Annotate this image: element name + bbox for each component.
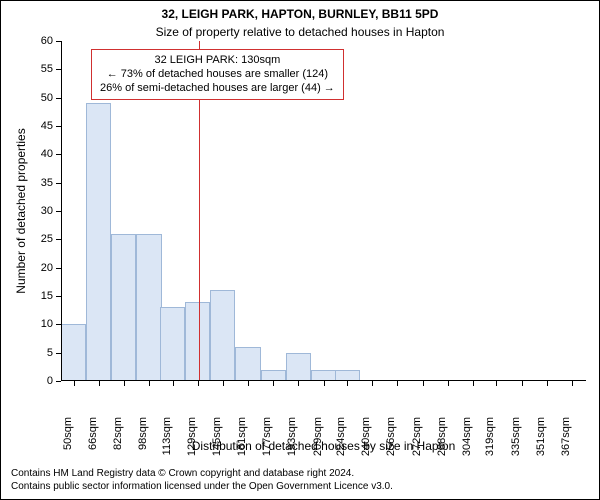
y-tick-label: 55 [1, 63, 53, 75]
chart-subtitle: Size of property relative to detached ho… [1, 25, 599, 39]
y-tick [56, 98, 61, 99]
chart-container: 32, LEIGH PARK, HAPTON, BURNLEY, BB11 5P… [0, 0, 600, 500]
x-tick [223, 381, 224, 386]
bar [210, 290, 235, 381]
x-tick [248, 381, 249, 386]
x-tick [298, 381, 299, 386]
plot-area: 32 LEIGH PARK: 130sqm← 73% of detached h… [61, 41, 586, 381]
x-tick [198, 381, 199, 386]
y-tick-label: 60 [1, 35, 53, 47]
annotation-line: 26% of semi-detached houses are larger (… [100, 82, 335, 96]
annotation-box: 32 LEIGH PARK: 130sqm← 73% of detached h… [91, 49, 344, 100]
y-tick [56, 154, 61, 155]
bar [136, 234, 161, 381]
x-tick [473, 381, 474, 386]
y-tick [56, 239, 61, 240]
y-tick [56, 268, 61, 269]
y-tick [56, 324, 61, 325]
bar [86, 103, 111, 381]
y-tick-label: 50 [1, 92, 53, 104]
x-tick [496, 381, 497, 386]
y-tick [56, 41, 61, 42]
x-tick [448, 381, 449, 386]
x-tick [149, 381, 150, 386]
bar [235, 347, 260, 381]
x-tick [423, 381, 424, 386]
y-tick [56, 296, 61, 297]
y-tick [56, 183, 61, 184]
y-tick [56, 381, 61, 382]
y-tick [56, 211, 61, 212]
x-tick [124, 381, 125, 386]
footer-line: Contains public sector information licen… [11, 481, 393, 494]
x-tick [372, 381, 373, 386]
bar [111, 234, 136, 381]
x-tick [173, 381, 174, 386]
x-tick [99, 381, 100, 386]
annotation-line: ← 73% of detached houses are smaller (12… [100, 68, 335, 82]
y-tick [56, 69, 61, 70]
y-tick-label: 5 [1, 347, 53, 359]
annotation-line: 32 LEIGH PARK: 130sqm [100, 54, 335, 68]
bar [185, 302, 210, 381]
x-tick [522, 381, 523, 386]
y-tick-label: 10 [1, 318, 53, 330]
x-tick [74, 381, 75, 386]
y-tick [56, 353, 61, 354]
x-tick [397, 381, 398, 386]
y-tick [56, 126, 61, 127]
chart-title: 32, LEIGH PARK, HAPTON, BURNLEY, BB11 5P… [1, 7, 599, 21]
x-axis-label: Distribution of detached houses by size … [61, 439, 586, 453]
y-axis-label: Number of detached properties [14, 111, 28, 311]
x-tick [324, 381, 325, 386]
y-tick-label: 0 [1, 375, 53, 387]
x-tick [547, 381, 548, 386]
bar [61, 324, 86, 381]
x-tick [347, 381, 348, 386]
y-axis-spine [61, 41, 62, 381]
footer-line: Contains HM Land Registry data © Crown c… [11, 468, 393, 481]
footer-attribution: Contains HM Land Registry data © Crown c… [11, 468, 393, 493]
x-tick [273, 381, 274, 386]
bar [286, 353, 311, 381]
bar [160, 307, 185, 381]
x-tick [572, 381, 573, 386]
